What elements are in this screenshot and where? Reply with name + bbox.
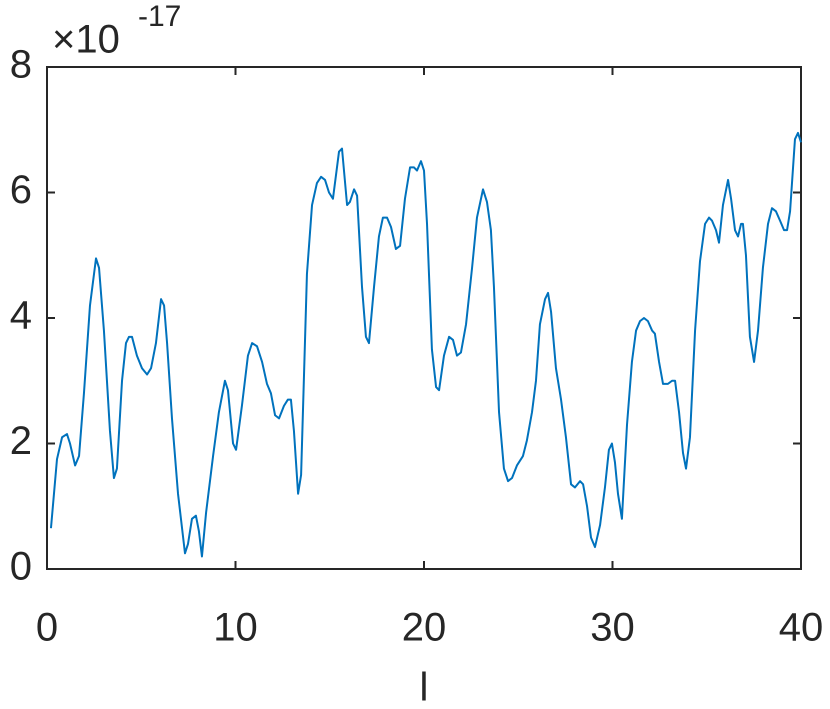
y-exponent-base: ×10 [52,18,120,62]
x-tick-label: 20 [402,606,447,650]
x-tick-label: 40 [779,606,824,650]
y-tick-label: 4 [10,294,32,338]
y-exponent: -17 [138,0,181,33]
x-tick-label: 10 [213,606,258,650]
x-tick-label: 30 [590,606,635,650]
y-tick-label: 6 [10,168,32,212]
data-line [49,131,802,558]
x-axis-label: l [420,666,429,709]
y-tick-label: 2 [10,419,32,463]
x-tick-label: 0 [36,606,58,650]
y-tick-label: 0 [10,545,32,589]
y-tick-label: 8 [10,43,32,87]
